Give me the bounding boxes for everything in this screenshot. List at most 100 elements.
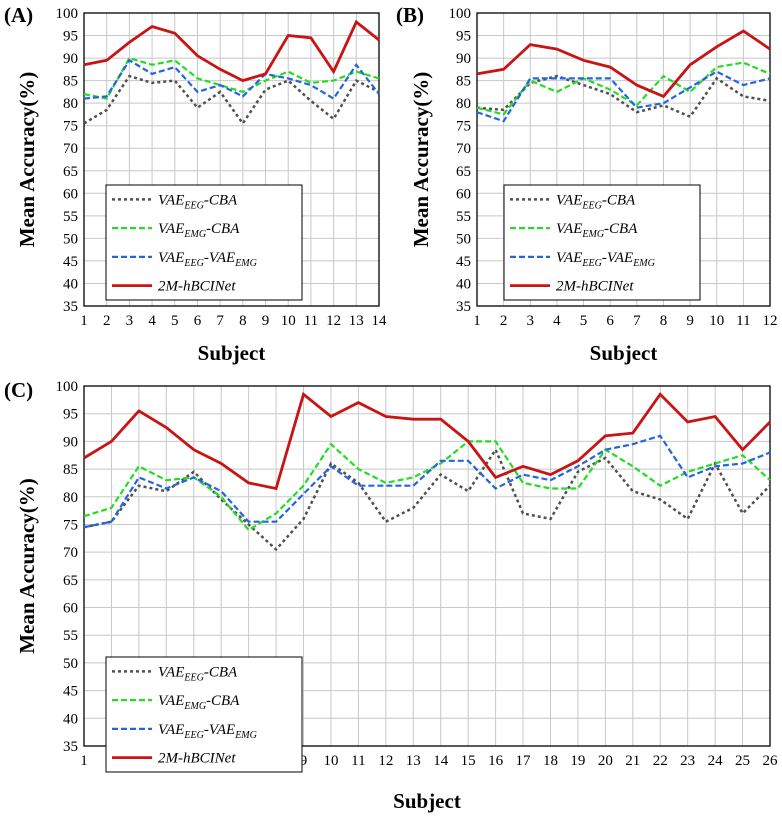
x-tick-label: 9 xyxy=(300,753,308,769)
x-tick-label: 17 xyxy=(516,753,532,769)
x-tick-label: 12 xyxy=(326,313,341,329)
legend-box xyxy=(105,656,303,773)
legend-entry: VAEEMG-CBA xyxy=(158,221,240,240)
series-line-2 xyxy=(83,440,771,532)
series-line-3 xyxy=(83,434,771,529)
y-tick-label: 85 xyxy=(456,74,471,90)
legend-entry: 2M-hBCINet xyxy=(556,279,634,295)
y-tick-label: 60 xyxy=(456,186,471,202)
y-tick-label: 75 xyxy=(456,119,471,135)
x-tick-label: 1 xyxy=(80,313,88,329)
x-tick-label: 21 xyxy=(625,753,640,769)
x-tick-label: 4 xyxy=(148,313,156,329)
y-axis-title: Mean Accuracy(%) xyxy=(15,72,39,248)
panel-label: (A) xyxy=(4,3,33,27)
panel-label: (C) xyxy=(4,378,33,402)
x-tick-label: 11 xyxy=(351,753,365,769)
y-tick-label: 100 xyxy=(56,6,79,22)
y-tick-label: 70 xyxy=(63,545,78,561)
x-tick-label: 14 xyxy=(372,313,388,329)
y-tick-label: 45 xyxy=(63,254,78,270)
x-tick-label: 2 xyxy=(500,313,508,329)
x-tick-label: 19 xyxy=(570,753,585,769)
y-tick-label: 35 xyxy=(63,299,78,315)
x-tick-label: 7 xyxy=(216,313,224,329)
legend: VAEEEG-CBA VAEEMG-CBA VAEEEG-VAEEMG 2M-hBCI… xyxy=(503,184,701,301)
legend-entry: VAEEEG-CBA xyxy=(158,664,238,683)
x-tick-label: 22 xyxy=(653,753,668,769)
x-tick-label: 18 xyxy=(543,753,558,769)
y-tick-label: 80 xyxy=(63,490,78,506)
panel-label: (B) xyxy=(396,3,424,27)
x-tick-label: 20 xyxy=(598,753,613,769)
x-tick-label: 16 xyxy=(488,753,504,769)
y-tick-label: 45 xyxy=(63,684,78,700)
legend-entry: 2M-hBCINet xyxy=(158,751,236,767)
x-tick-label: 10 xyxy=(709,313,724,329)
legend-box xyxy=(503,184,701,301)
x-tick-label: 24 xyxy=(708,753,724,769)
x-tick-label: 8 xyxy=(239,313,247,329)
series-line-1 xyxy=(83,74,380,126)
series-line-4 xyxy=(83,19,380,83)
legend-entry: VAEEMG-CBA xyxy=(158,693,240,712)
series-line-1 xyxy=(476,74,771,119)
y-tick-label: 65 xyxy=(63,164,78,180)
legend-entry: VAEEEG-CBA xyxy=(158,192,238,211)
y-tick-label: 95 xyxy=(456,29,471,45)
x-tick-label: 6 xyxy=(606,313,614,329)
legend-entry: VAEEMG-CBA xyxy=(556,221,638,240)
x-tick-label: 9 xyxy=(262,313,270,329)
chart-panel-c: 3540455055606570758085909510012345678910… xyxy=(4,378,778,813)
y-tick-label: 50 xyxy=(456,231,471,247)
x-tick-label: 1 xyxy=(473,313,481,329)
y-tick-label: 35 xyxy=(456,299,471,315)
y-tick-label: 70 xyxy=(63,141,78,157)
plot-frame xyxy=(83,12,380,307)
y-tick-label: 100 xyxy=(56,379,79,395)
plot-frame xyxy=(83,385,771,747)
y-tick-label: 75 xyxy=(63,517,78,533)
y-tick-label: 70 xyxy=(456,141,471,157)
x-tick-label: 9 xyxy=(686,313,694,329)
series-line-4 xyxy=(476,29,771,99)
x-tick-label: 1 xyxy=(80,753,88,769)
x-tick-label: 11 xyxy=(304,313,318,329)
y-tick-label: 80 xyxy=(63,96,78,112)
series-line-2 xyxy=(476,61,771,116)
series-line-2 xyxy=(83,56,380,100)
x-tick-label: 4 xyxy=(553,313,561,329)
y-tick-label: 40 xyxy=(63,711,78,727)
x-tick-label: 10 xyxy=(323,753,338,769)
y-tick-label: 35 xyxy=(63,739,78,755)
y-tick-label: 85 xyxy=(63,462,78,478)
y-tick-label: 55 xyxy=(63,209,78,225)
y-axis-title: Mean Accuracy(%) xyxy=(409,72,433,248)
y-axis-title: Mean Accuracy(%) xyxy=(15,478,39,654)
series-line-3 xyxy=(476,70,771,123)
legend-entry: VAEEEG-CBA xyxy=(556,192,636,211)
legend: VAEEEG-CBA VAEEMG-CBA VAEEEG-VAEEMG 2M-hBCI… xyxy=(105,656,303,773)
y-tick-label: 95 xyxy=(63,29,78,45)
x-axis-title: Subject xyxy=(590,341,658,365)
y-tick-label: 65 xyxy=(456,164,471,180)
x-tick-label: 11 xyxy=(736,313,750,329)
y-tick-label: 40 xyxy=(63,276,78,292)
x-tick-label: 13 xyxy=(349,313,364,329)
x-tick-label: 3 xyxy=(527,313,535,329)
x-tick-label: 7 xyxy=(633,313,641,329)
y-tick-label: 50 xyxy=(63,231,78,247)
x-tick-label: 13 xyxy=(406,753,421,769)
x-tick-label: 15 xyxy=(461,753,476,769)
y-tick-label: 40 xyxy=(456,276,471,292)
x-tick-label: 5 xyxy=(171,313,179,329)
legend: VAEEEG-CBA VAEEMG-CBA VAEEEG-VAEEMG 2M-hBCI… xyxy=(105,184,303,301)
x-tick-label: 12 xyxy=(378,753,393,769)
y-tick-label: 90 xyxy=(456,51,471,67)
y-tick-label: 95 xyxy=(63,407,78,423)
legend-entry: VAEEEG-VAEEMG xyxy=(556,250,655,269)
x-tick-label: 12 xyxy=(763,313,778,329)
